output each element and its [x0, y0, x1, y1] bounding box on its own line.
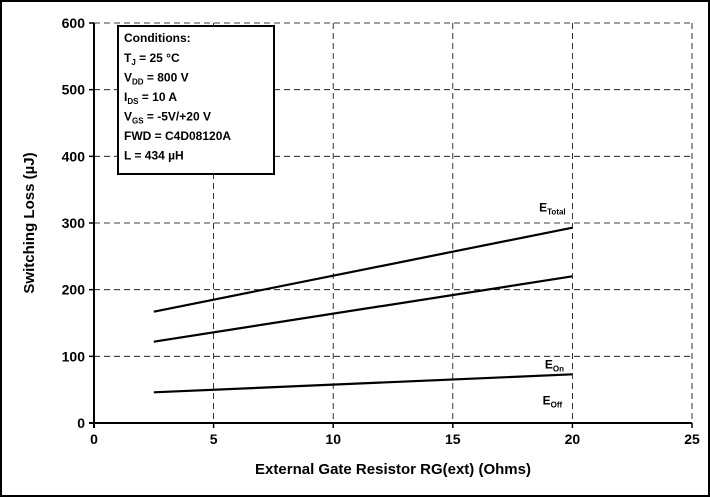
y-tick-label: 100 [62, 348, 86, 364]
series-line-e-on [153, 275, 573, 343]
condition-main: L = 434 µH [124, 149, 184, 163]
series-line-e-off [153, 373, 573, 394]
condition-sub: DS [127, 97, 139, 106]
y-axis-title: Switching Loss (µJ) [21, 152, 38, 293]
condition-line: IDS = 10 A [124, 90, 177, 106]
series-label-sub: Off [551, 400, 563, 409]
condition-line: TJ = 25 °C [124, 51, 180, 67]
y-tick-label: 400 [62, 148, 86, 164]
series-label: ETotal [539, 201, 566, 217]
series-label-main: E [545, 357, 553, 371]
series-label-main: E [543, 393, 551, 407]
condition-main: I [124, 90, 127, 104]
condition-rest: = 10 A [138, 90, 177, 104]
condition-main: V [124, 110, 132, 124]
series-label-main: E [539, 201, 547, 215]
x-tick-label: 15 [445, 431, 461, 447]
series-label: EOff [543, 393, 563, 409]
series-label: EOn [545, 357, 564, 373]
series-label-sub: On [553, 364, 564, 373]
grid-layer [94, 22, 693, 423]
y-tick-label: 500 [62, 82, 86, 98]
condition-line: L = 434 µH [124, 149, 184, 163]
condition-rest: = 800 V [144, 71, 189, 85]
x-tick-label: 0 [90, 431, 98, 447]
conditions-frame [117, 25, 275, 175]
y-tick-label: 200 [62, 282, 86, 298]
condition-rest: = -5V/+20 V [144, 110, 211, 124]
condition-sub: GS [132, 117, 144, 126]
x-tick-label: 25 [684, 431, 700, 447]
y-tick-label: 0 [77, 415, 85, 431]
series-label-sub: Total [547, 208, 566, 217]
x-axis-title: External Gate Resistor RG(ext) (Ohms) [255, 461, 531, 478]
condition-sub: J [131, 58, 135, 67]
condition-main: FWD = C4D08120A [124, 129, 231, 143]
series-layer [153, 226, 573, 394]
y-tick-label: 300 [62, 215, 86, 231]
condition-sub: DD [132, 78, 144, 87]
condition-rest: = 25 °C [136, 51, 180, 65]
condition-line: VDD = 800 V [124, 71, 189, 87]
series-line-e-total [153, 226, 573, 313]
condition-main: T [124, 51, 132, 65]
x-tick-label: 20 [565, 431, 581, 447]
x-tick-label: 5 [210, 431, 218, 447]
condition-line: FWD = C4D08120A [124, 129, 231, 143]
condition-line: VGS = -5V/+20 V [124, 110, 211, 126]
x-tick-label: 10 [325, 431, 341, 447]
axes-layer: 0 5 10 15 20 25 0 100 200 300 400 500 600 [62, 15, 700, 447]
condition-main: V [124, 71, 132, 85]
conditions-title: Conditions: [124, 31, 191, 45]
y-tick-label: 600 [62, 15, 86, 31]
